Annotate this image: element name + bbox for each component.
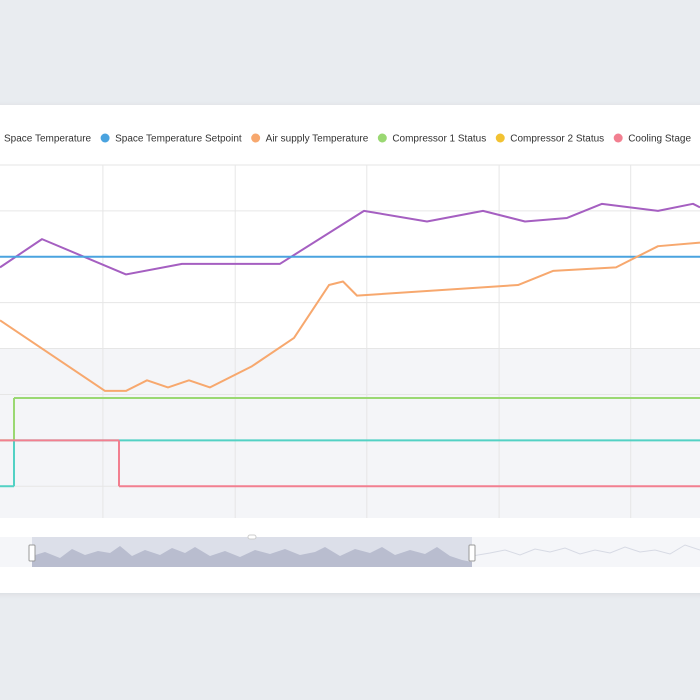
series-line [0,241,700,392]
legend-marker[interactable] [377,133,387,143]
legend-marker[interactable] [495,133,505,143]
navigator-series [471,544,700,557]
navigator-handle[interactable] [468,544,476,562]
series-line [0,202,700,276]
plot-band [0,348,700,518]
navigator-grip[interactable] [247,534,257,540]
legend-label[interactable]: Air supply Temperature [266,134,369,145]
legend-marker[interactable] [251,133,261,143]
legend-marker[interactable] [613,133,623,143]
navigator-area [32,546,472,567]
legend-label[interactable]: Space Temperature [4,134,92,145]
legend-label[interactable]: Compressor 2 Status [510,134,604,145]
navigator-handle[interactable] [28,544,36,562]
legend-label[interactable]: Space Temperature Setpoint [115,134,242,145]
legend-label[interactable]: Compressor 1 Status [392,134,486,145]
navigator [0,534,700,567]
legend-marker[interactable] [100,133,110,143]
legend-label[interactable]: Cooling Stage [628,134,691,145]
